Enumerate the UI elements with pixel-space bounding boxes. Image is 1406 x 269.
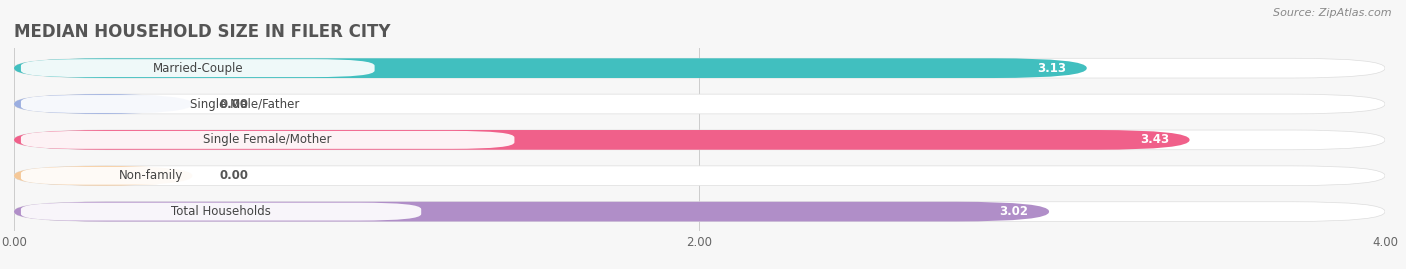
FancyBboxPatch shape — [21, 203, 422, 221]
Text: MEDIAN HOUSEHOLD SIZE IN FILER CITY: MEDIAN HOUSEHOLD SIZE IN FILER CITY — [14, 23, 391, 41]
Text: Non-family: Non-family — [120, 169, 183, 182]
FancyBboxPatch shape — [14, 130, 1189, 150]
Text: 3.43: 3.43 — [1140, 133, 1168, 146]
FancyBboxPatch shape — [14, 166, 1385, 186]
FancyBboxPatch shape — [14, 166, 193, 186]
FancyBboxPatch shape — [21, 95, 468, 113]
Text: Single Female/Mother: Single Female/Mother — [204, 133, 332, 146]
FancyBboxPatch shape — [14, 202, 1385, 221]
FancyBboxPatch shape — [14, 94, 1385, 114]
FancyBboxPatch shape — [14, 94, 193, 114]
FancyBboxPatch shape — [14, 58, 1087, 78]
Text: Source: ZipAtlas.com: Source: ZipAtlas.com — [1274, 8, 1392, 18]
FancyBboxPatch shape — [21, 167, 281, 185]
Text: 0.00: 0.00 — [219, 98, 249, 111]
Text: 3.02: 3.02 — [1000, 205, 1029, 218]
FancyBboxPatch shape — [14, 58, 1385, 78]
Text: Married-Couple: Married-Couple — [152, 62, 243, 75]
Text: Total Households: Total Households — [172, 205, 271, 218]
Text: Single Male/Father: Single Male/Father — [190, 98, 299, 111]
FancyBboxPatch shape — [14, 130, 1385, 150]
Text: 3.13: 3.13 — [1038, 62, 1066, 75]
FancyBboxPatch shape — [21, 59, 374, 77]
FancyBboxPatch shape — [21, 131, 515, 149]
Text: 0.00: 0.00 — [219, 169, 249, 182]
FancyBboxPatch shape — [14, 202, 1049, 221]
